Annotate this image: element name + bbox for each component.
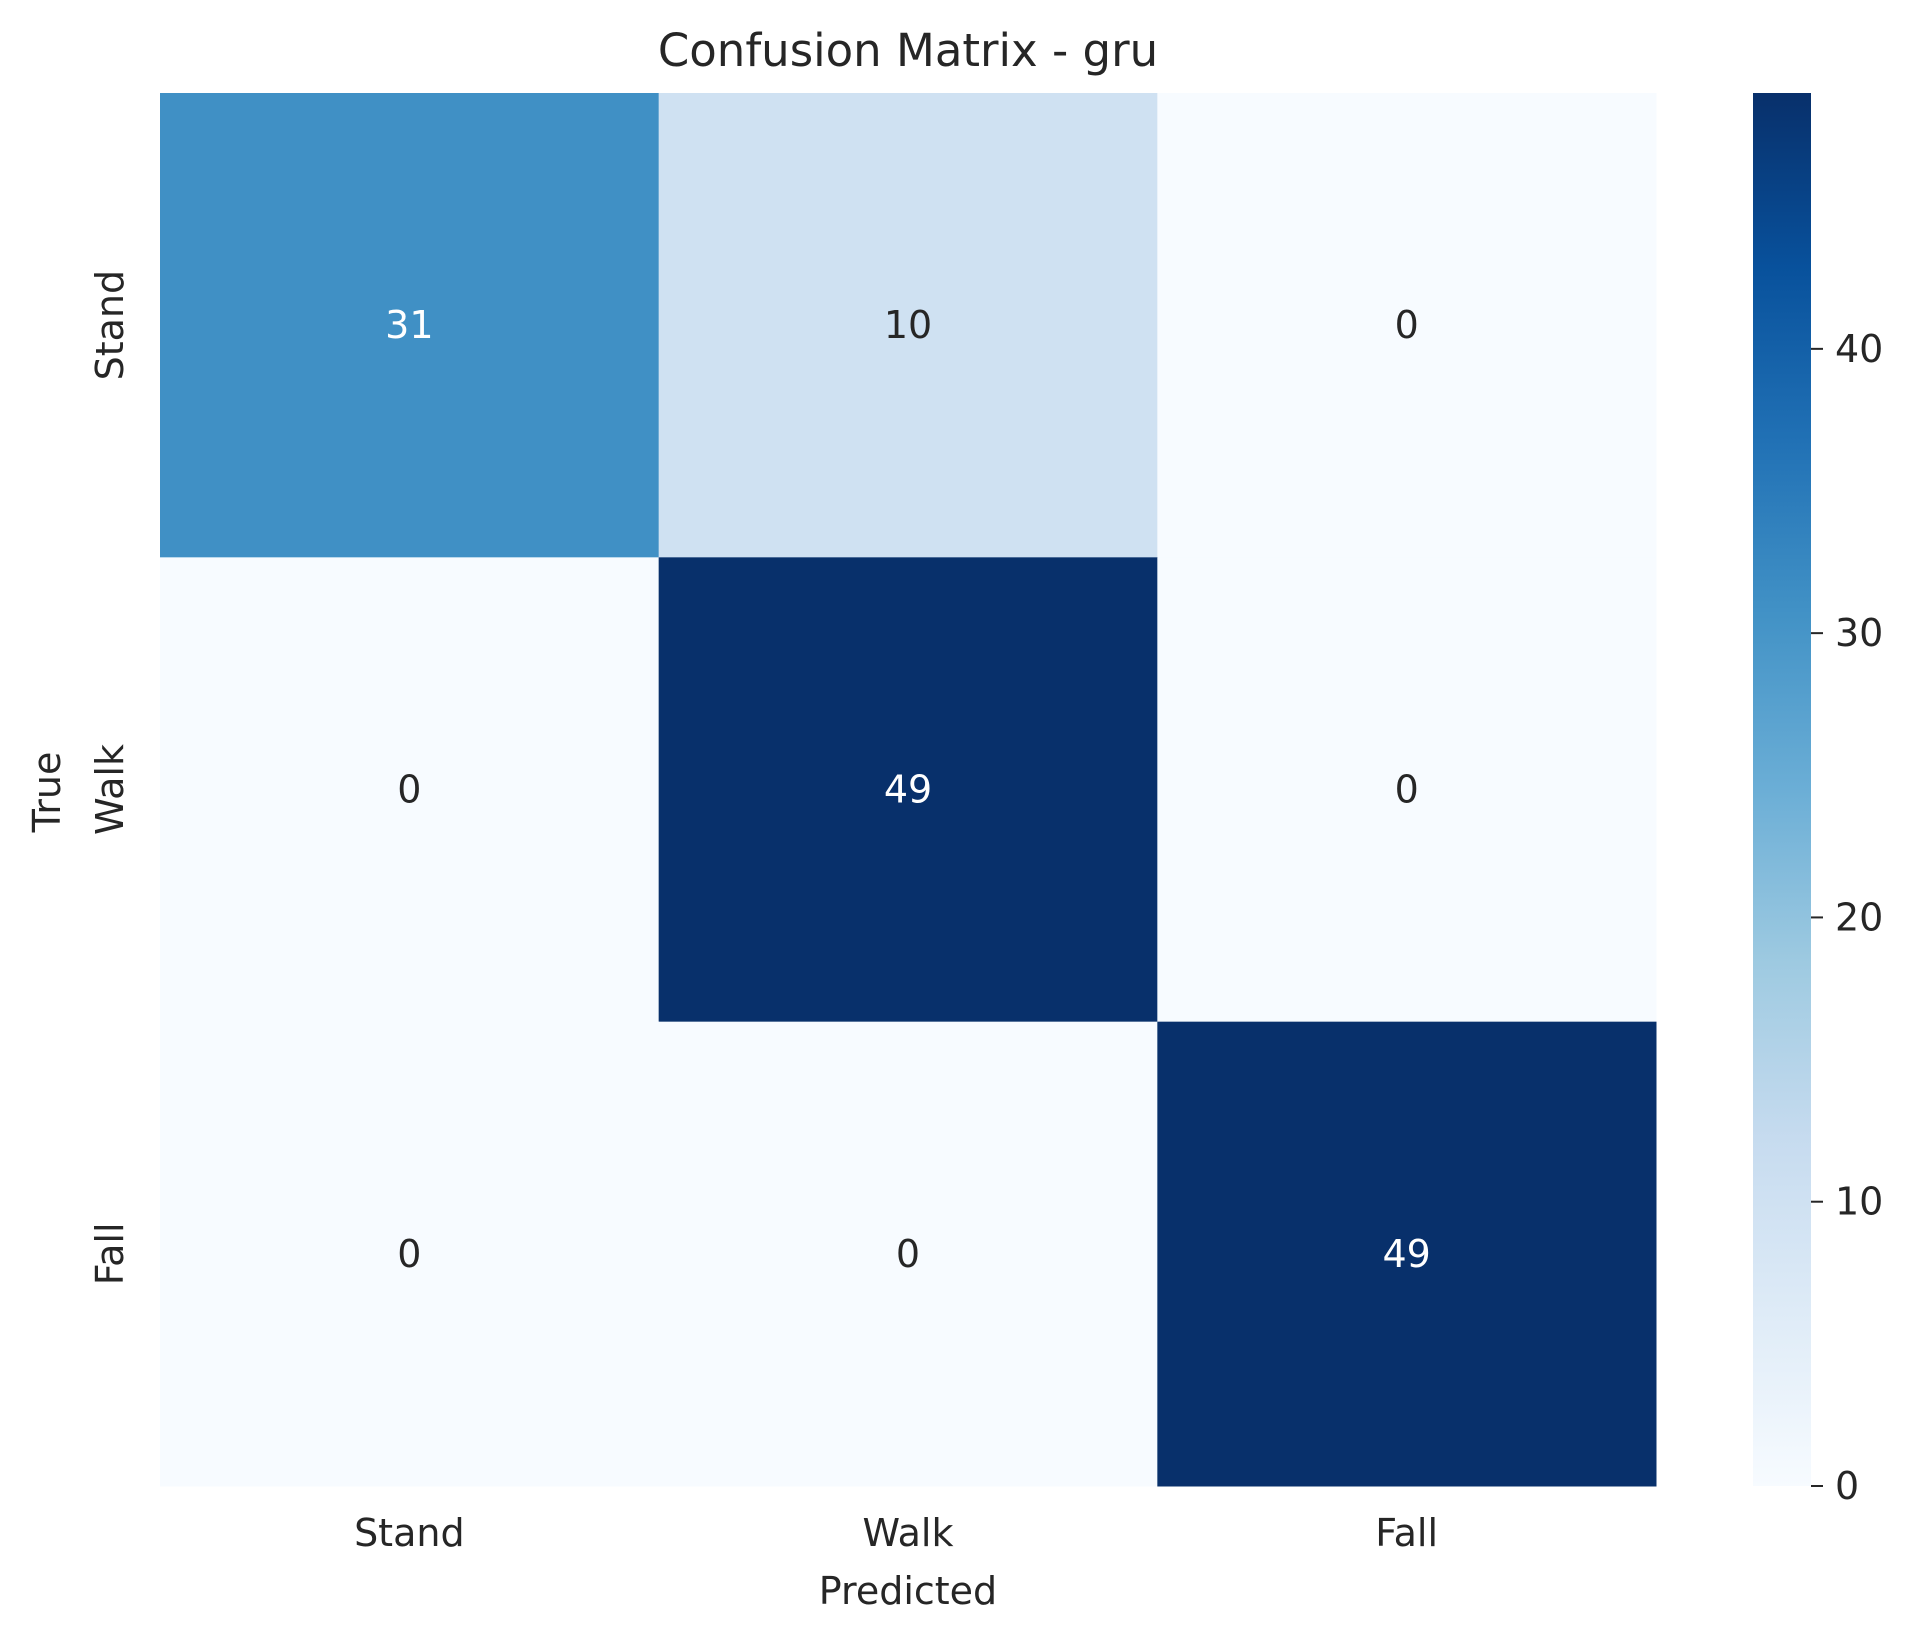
- y-axis-label: True: [25, 752, 69, 834]
- colorbar-tick-label: 0: [1835, 1464, 1859, 1508]
- heatmap-cell: [658, 1021, 1158, 1487]
- colorbar-tick-label: 20: [1835, 895, 1883, 939]
- chart-title: Confusion Matrix - gru: [658, 24, 1158, 77]
- colorbar-ticks: 0 10 20 30 40: [1811, 327, 1883, 1508]
- heatmap-cell: [160, 1021, 660, 1487]
- heatmap-cell: [658, 93, 1158, 558]
- cell-value-label: 0: [1395, 768, 1419, 812]
- heatmap-cell: [1157, 557, 1657, 1023]
- x-axis-ticks: Stand Walk Fall: [354, 1511, 1438, 1555]
- heatmap-cell: [1157, 93, 1657, 558]
- y-tick-label: Fall: [88, 1222, 132, 1285]
- cell-value-label: 31: [385, 303, 433, 347]
- x-tick-label: Stand: [354, 1511, 465, 1555]
- cell-value-label: 49: [1382, 1232, 1430, 1276]
- heatmap-cells: 31 10 0 0 49 0 0 0 49: [160, 93, 1657, 1487]
- colorbar: [1753, 93, 1811, 1486]
- colorbar-tick-label: 10: [1835, 1180, 1883, 1224]
- x-tick-label: Fall: [1375, 1511, 1438, 1555]
- x-axis-label: Predicted: [819, 1569, 997, 1613]
- y-tick-label: Stand: [88, 270, 132, 381]
- y-axis-ticks: Stand Walk Fall: [88, 270, 132, 1285]
- heatmap-cell: [1157, 1021, 1657, 1487]
- cell-value-label: 0: [397, 768, 421, 812]
- cell-value-label: 49: [884, 768, 932, 812]
- heatmap-cell: [160, 93, 660, 558]
- cell-value-label: 10: [884, 303, 932, 347]
- x-tick-label: Walk: [863, 1511, 954, 1555]
- heatmap-cell: [160, 557, 660, 1023]
- y-tick-label: Walk: [88, 744, 132, 835]
- colorbar-tick-label: 40: [1835, 327, 1883, 371]
- cell-value-label: 0: [397, 1232, 421, 1276]
- colorbar-tick-label: 30: [1835, 611, 1883, 655]
- heatmap-cell: [658, 557, 1158, 1023]
- cell-value-label: 0: [896, 1232, 920, 1276]
- cell-value-label: 0: [1395, 303, 1419, 347]
